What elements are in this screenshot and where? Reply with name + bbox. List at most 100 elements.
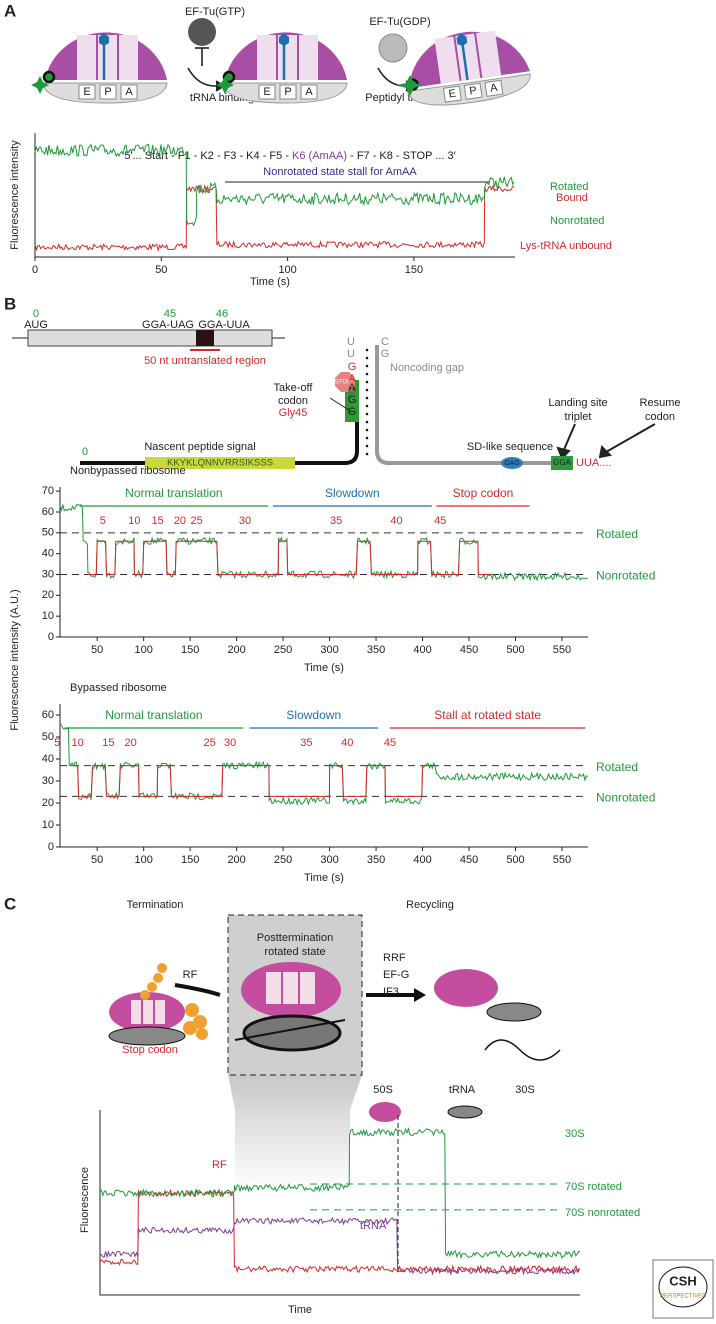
stage-label: Termination [127, 899, 184, 911]
y-tick-label: 10 [42, 819, 54, 831]
box-title: rotated state [264, 946, 325, 958]
peptide-start: 0 [82, 446, 88, 458]
trace [69, 765, 436, 797]
mrna [484, 1039, 561, 1061]
fret-star [397, 75, 423, 96]
panel-label: A [4, 1, 16, 20]
site-box [99, 84, 117, 100]
ef-tu [188, 18, 216, 46]
annotation: Nonrotated state stall for AmAA [263, 166, 417, 178]
zoom-funnel [228, 1075, 362, 1190]
utr-box [196, 330, 214, 346]
nucleotide: A [348, 373, 356, 385]
trace-label: RF [212, 1159, 227, 1171]
state-label: Nonrotated [550, 215, 604, 227]
site [131, 1000, 141, 1024]
x-tick-label: 100 [134, 854, 152, 866]
site-box [300, 84, 318, 100]
y-tick-label: 60 [42, 506, 54, 518]
codon-number: 15 [102, 737, 114, 749]
peptide-label: Nascent peptide signal [144, 441, 255, 453]
state-label: Lys-tRNA unbound [520, 240, 612, 252]
takeoff-label: codon [278, 395, 308, 407]
nucleotide: A [348, 382, 356, 394]
state-label: Bound [556, 192, 588, 204]
rf-label: RF [183, 969, 198, 981]
nucleotide: C [381, 336, 389, 348]
factor: RRF [383, 952, 406, 964]
resume-seq: UUA.... [576, 457, 611, 469]
pairing-dot [365, 380, 369, 384]
product: 30S [515, 1084, 535, 1096]
gly-label: Gly45 [279, 407, 308, 419]
codon-number: 45 [434, 515, 446, 527]
utr-label: 50 nt untranslated region [144, 355, 266, 367]
peptide: KKYKLQNNVRRSIKSSS [167, 458, 273, 469]
section-label: Normal translation [125, 486, 222, 500]
factor: EF-G [383, 969, 409, 981]
x-tick-label: 250 [274, 854, 292, 866]
pairing-dot [365, 420, 369, 424]
x-axis-label: Time (s) [304, 872, 344, 884]
nucleotide: U [347, 348, 355, 360]
large-subunit [434, 969, 498, 1007]
sd-box [501, 457, 523, 469]
x-tick-label: 50 [91, 854, 103, 866]
site-label: P [469, 85, 478, 98]
logo-text: PERSPECTIVES [660, 1294, 706, 1300]
site-label: E [263, 86, 270, 98]
y-tick-label: 50 [42, 527, 54, 539]
pairing-dot [365, 396, 369, 400]
y-axis-label: Fluorescence [79, 1167, 91, 1233]
codon-number: 45 [384, 737, 396, 749]
x-tick-label: 50 [91, 644, 103, 656]
site-label: P [284, 86, 291, 98]
section-label: Slowdown [286, 708, 341, 722]
chart-title: Bypassed ribosome [70, 682, 167, 694]
site-box [258, 84, 276, 100]
sequence: 5′... Start - F1 - K2 - F3 - K4 - F5 - K… [124, 150, 455, 162]
sd-seq: GAG [504, 460, 520, 467]
section-label: Stop codon [453, 486, 514, 500]
pairing-dot [365, 444, 369, 448]
y-tick-label: 20 [42, 589, 54, 601]
nucleotide: U [348, 385, 356, 397]
codon-number: 15 [151, 515, 163, 527]
nucleotide: U [347, 336, 355, 348]
trace [59, 503, 588, 582]
codon-number: 25 [204, 737, 216, 749]
peptide [279, 33, 289, 46]
landing-label: triplet [565, 411, 592, 423]
pairing-dot [365, 412, 369, 416]
x-tick-label: 450 [460, 854, 478, 866]
landing-seq: GGA [553, 458, 571, 467]
mrna [234, 1019, 346, 1041]
site-box [442, 85, 462, 103]
y-tick-label: 20 [42, 797, 54, 809]
x-tick-label: 400 [413, 854, 431, 866]
pairing-dot [365, 356, 369, 360]
site-label: A [125, 86, 133, 98]
y-axis-label: Fluorescence intensity [9, 140, 21, 250]
step-label: EF-Tu(GTP) [185, 6, 245, 18]
ef-tu [378, 33, 408, 63]
pairing-dot [365, 388, 369, 392]
site-box [279, 84, 297, 100]
x-tick-label: 0 [32, 264, 38, 276]
x-tick-label: 350 [367, 854, 385, 866]
trace [34, 183, 515, 252]
site [119, 35, 138, 80]
site-box [484, 79, 504, 97]
codon-number: 10 [72, 737, 84, 749]
position: 0 [33, 308, 39, 320]
y-axis-label: Fluorescence intensity (A.U.) [9, 589, 21, 730]
section-label: Normal translation [105, 708, 202, 722]
stage-label: Recycling [406, 899, 454, 911]
pointers [556, 423, 656, 460]
site [434, 36, 460, 84]
x-tick-label: 200 [227, 854, 245, 866]
